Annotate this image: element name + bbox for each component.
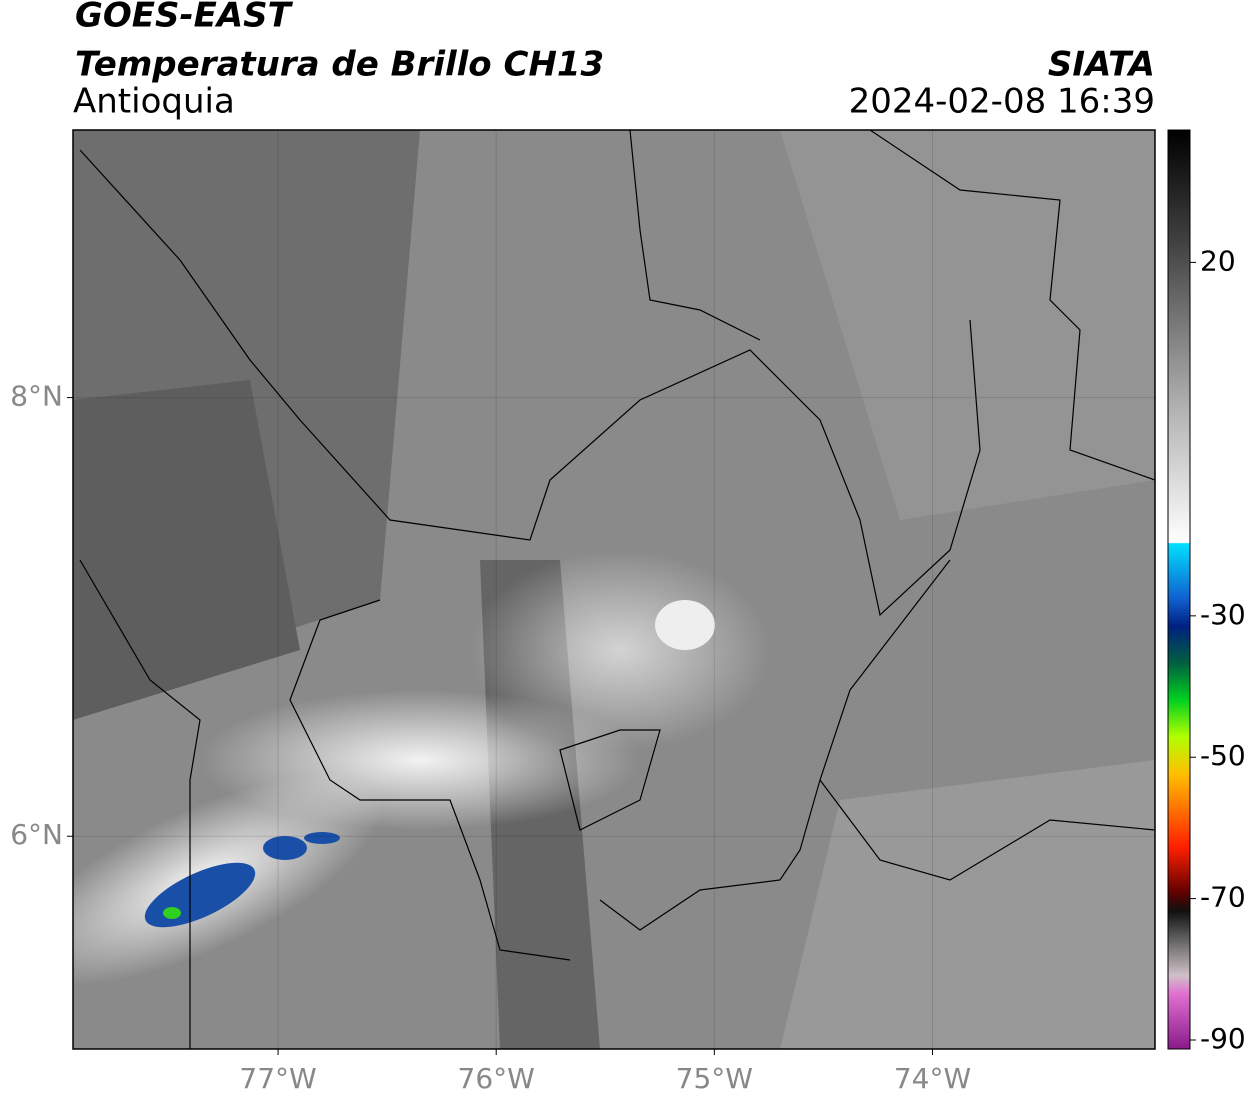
colorbar-tick-label: -90 bbox=[1200, 1022, 1246, 1055]
y-tick-label: 8°N bbox=[10, 380, 63, 413]
datetime: 2024-02-08 16:39 bbox=[849, 82, 1155, 122]
x-tick-label: 76°W bbox=[458, 1062, 535, 1095]
product-title: Temperatura de Brillo CH13 bbox=[75, 45, 604, 85]
x-tick-label: 77°W bbox=[239, 1062, 316, 1095]
region: Antioquia bbox=[73, 82, 235, 122]
colorbar-tick-label: -70 bbox=[1200, 881, 1246, 914]
colorbar-tick-label: 20 bbox=[1200, 244, 1236, 277]
map-frame bbox=[72, 129, 1156, 1050]
y-tick-label: 6°N bbox=[10, 818, 63, 851]
source-title: GOES-EAST bbox=[75, 0, 294, 36]
x-tick-label: 75°W bbox=[676, 1062, 753, 1095]
x-tick-label: 74°W bbox=[894, 1062, 971, 1095]
colorbar-tick-label: -30 bbox=[1200, 598, 1246, 631]
colorbar bbox=[1167, 129, 1191, 1050]
colorbar-tick-label: -50 bbox=[1200, 739, 1246, 772]
satellite-image bbox=[73, 130, 1155, 1049]
agency: SIATA bbox=[1048, 45, 1155, 85]
